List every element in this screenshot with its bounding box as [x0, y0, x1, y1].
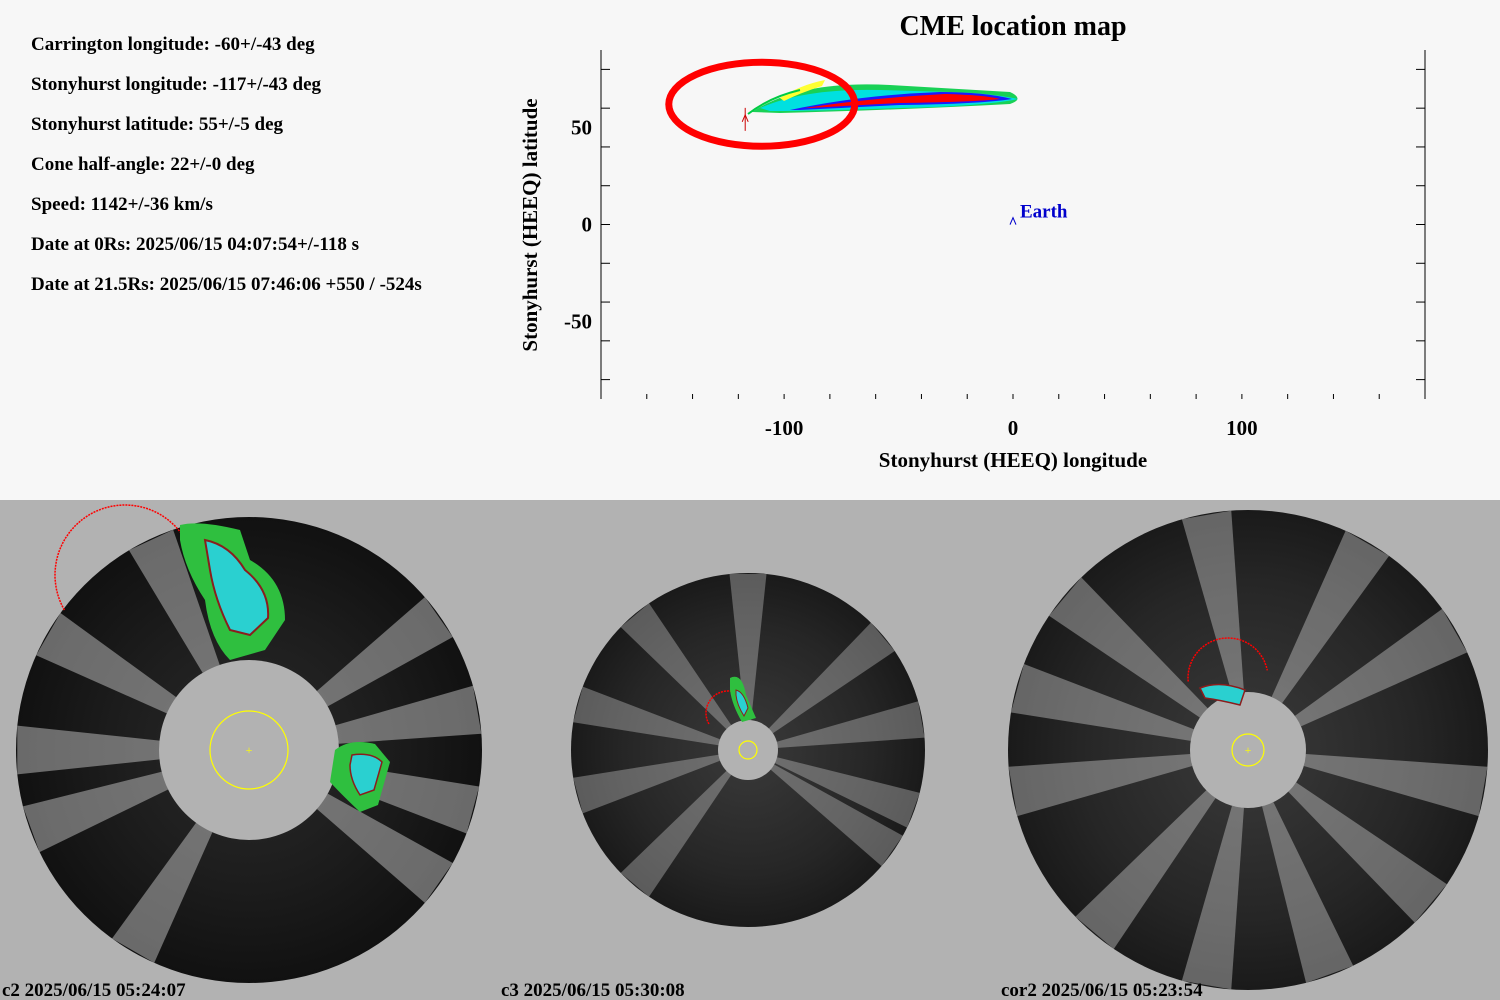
- stonyhurst-latitude-text: Stonyhurst latitude: 55+/-5 deg: [31, 114, 284, 135]
- coronal-streamer: [128, 529, 220, 673]
- c3-sun-outline: [738, 740, 758, 760]
- c2-cme-contour-core: [203, 538, 270, 637]
- coronal-streamer: [1294, 608, 1468, 727]
- x-tick-label: 0: [1008, 416, 1019, 440]
- cone-half-angle-text: Cone half-angle: 22+/-0 deg: [31, 154, 255, 175]
- c2-caption: c2 2025/06/15 05:24:07: [2, 980, 186, 1000]
- earth-marker: Earth: [1009, 202, 1068, 225]
- date-0rs-text: Date at 0Rs: 2025/06/15 04:07:54+/-118 s: [31, 234, 359, 255]
- coronal-streamer: [620, 603, 732, 730]
- coronal-streamer: [1181, 805, 1244, 990]
- coronal-streamer: [1288, 782, 1447, 923]
- cme-direction-marker: [741, 107, 749, 131]
- c2-cme-contour-right-core: [349, 753, 383, 796]
- map-marks: Earth: [665, 58, 1068, 225]
- y-axis-label: Stonyhurst (HEEQ) latitude: [518, 98, 542, 351]
- earth-label: Earth: [1020, 202, 1068, 223]
- coronal-streamer: [1049, 577, 1208, 718]
- coronal-streamer: [1303, 754, 1488, 817]
- coronal-streamer: [1271, 530, 1390, 704]
- coronal-streamer: [112, 822, 213, 963]
- y-tick-label: 50: [571, 116, 592, 140]
- cor2-coronagraph-image: +: [1008, 510, 1488, 990]
- x-axis-label: Stonyhurst (HEEQ) longitude: [879, 448, 1147, 472]
- coronagraph-images: + +: [16, 504, 1488, 990]
- fit-region-ellipse: [665, 58, 859, 150]
- stonyhurst-longitude-text: Stonyhurst longitude: -117+/-43 deg: [31, 74, 322, 95]
- y-tick-label: 0: [582, 213, 593, 237]
- cme-location-map: CME location map -100 0 100 50 0 -50 Earth St…: [518, 11, 1426, 472]
- date-21-5rs-text: Date at 21.5Rs: 2025/06/15 07:46:06 +550…: [31, 274, 422, 295]
- c3-caption: c3 2025/06/15 05:30:08: [501, 980, 685, 1000]
- coronal-streamer: [22, 771, 169, 853]
- coronal-streamer: [1008, 754, 1193, 817]
- marker-symbol: [1009, 216, 1017, 225]
- carrington-longitude-text: Carrington longitude: -60+/-43 deg: [31, 34, 315, 55]
- cme-info-panel: Carrington longitude: -60+/-43 deg Stony…: [31, 11, 1426, 472]
- c2-occulter: [159, 660, 339, 840]
- c3-coronagraph-image: [571, 573, 925, 927]
- coronagraph-panel: + + c2 2025/06/15 05:24:07 c3 2025/06/15…: [0, 500, 1500, 1000]
- speed-text: Speed: 1142+/-36 km/s: [31, 194, 213, 215]
- x-tick-label: 100: [1226, 416, 1258, 440]
- cor2-caption: cor2 2025/06/15 05:23:54: [1001, 980, 1203, 1000]
- x-tick-label: -100: [765, 416, 804, 440]
- map-axes: -100 0 100 50 0 -50: [564, 50, 1426, 440]
- c3-cme-contour-core: [735, 689, 749, 718]
- cme-fit-arc: [54, 504, 192, 611]
- coronal-streamer: [573, 754, 720, 814]
- cor2-sun-outline: [1231, 733, 1265, 767]
- coronal-streamer: [36, 613, 177, 714]
- coronal-streamer: [316, 597, 453, 707]
- cme-fit-arc: [1187, 637, 1269, 682]
- y-tick-label: -50: [564, 309, 592, 333]
- coronal-streamer: [768, 622, 895, 734]
- coronal-streamer: [776, 701, 925, 748]
- cme-contour-trail: [747, 89, 801, 115]
- cme-contour-yellow: [780, 80, 825, 101]
- map-title: CME location map: [899, 11, 1126, 42]
- coronal-streamer: [573, 686, 720, 746]
- cor2-sun-center: +: [1245, 743, 1252, 757]
- cme-intensity-region: [747, 80, 1018, 115]
- coronal-streamer: [335, 685, 482, 744]
- coronal-streamer: [17, 725, 160, 775]
- coronal-streamer: [1181, 510, 1244, 695]
- coronal-streamer: [770, 764, 903, 867]
- coronal-streamer: [1075, 790, 1216, 949]
- coronal-streamer: [774, 757, 920, 828]
- coronal-streamer: [729, 573, 767, 721]
- coronal-streamer: [1262, 802, 1354, 983]
- cor2-cme-contour: [1198, 683, 1246, 706]
- c2-sun-outline: [209, 710, 289, 790]
- c2-coronagraph-image: +: [16, 504, 482, 983]
- coronal-streamer: [620, 770, 732, 897]
- coronal-streamer: [316, 793, 453, 903]
- c2-sun-center: +: [246, 743, 253, 757]
- coronal-streamer: [1010, 663, 1194, 741]
- c3-occulter: [718, 720, 778, 780]
- cor2-occulter: [1190, 692, 1306, 808]
